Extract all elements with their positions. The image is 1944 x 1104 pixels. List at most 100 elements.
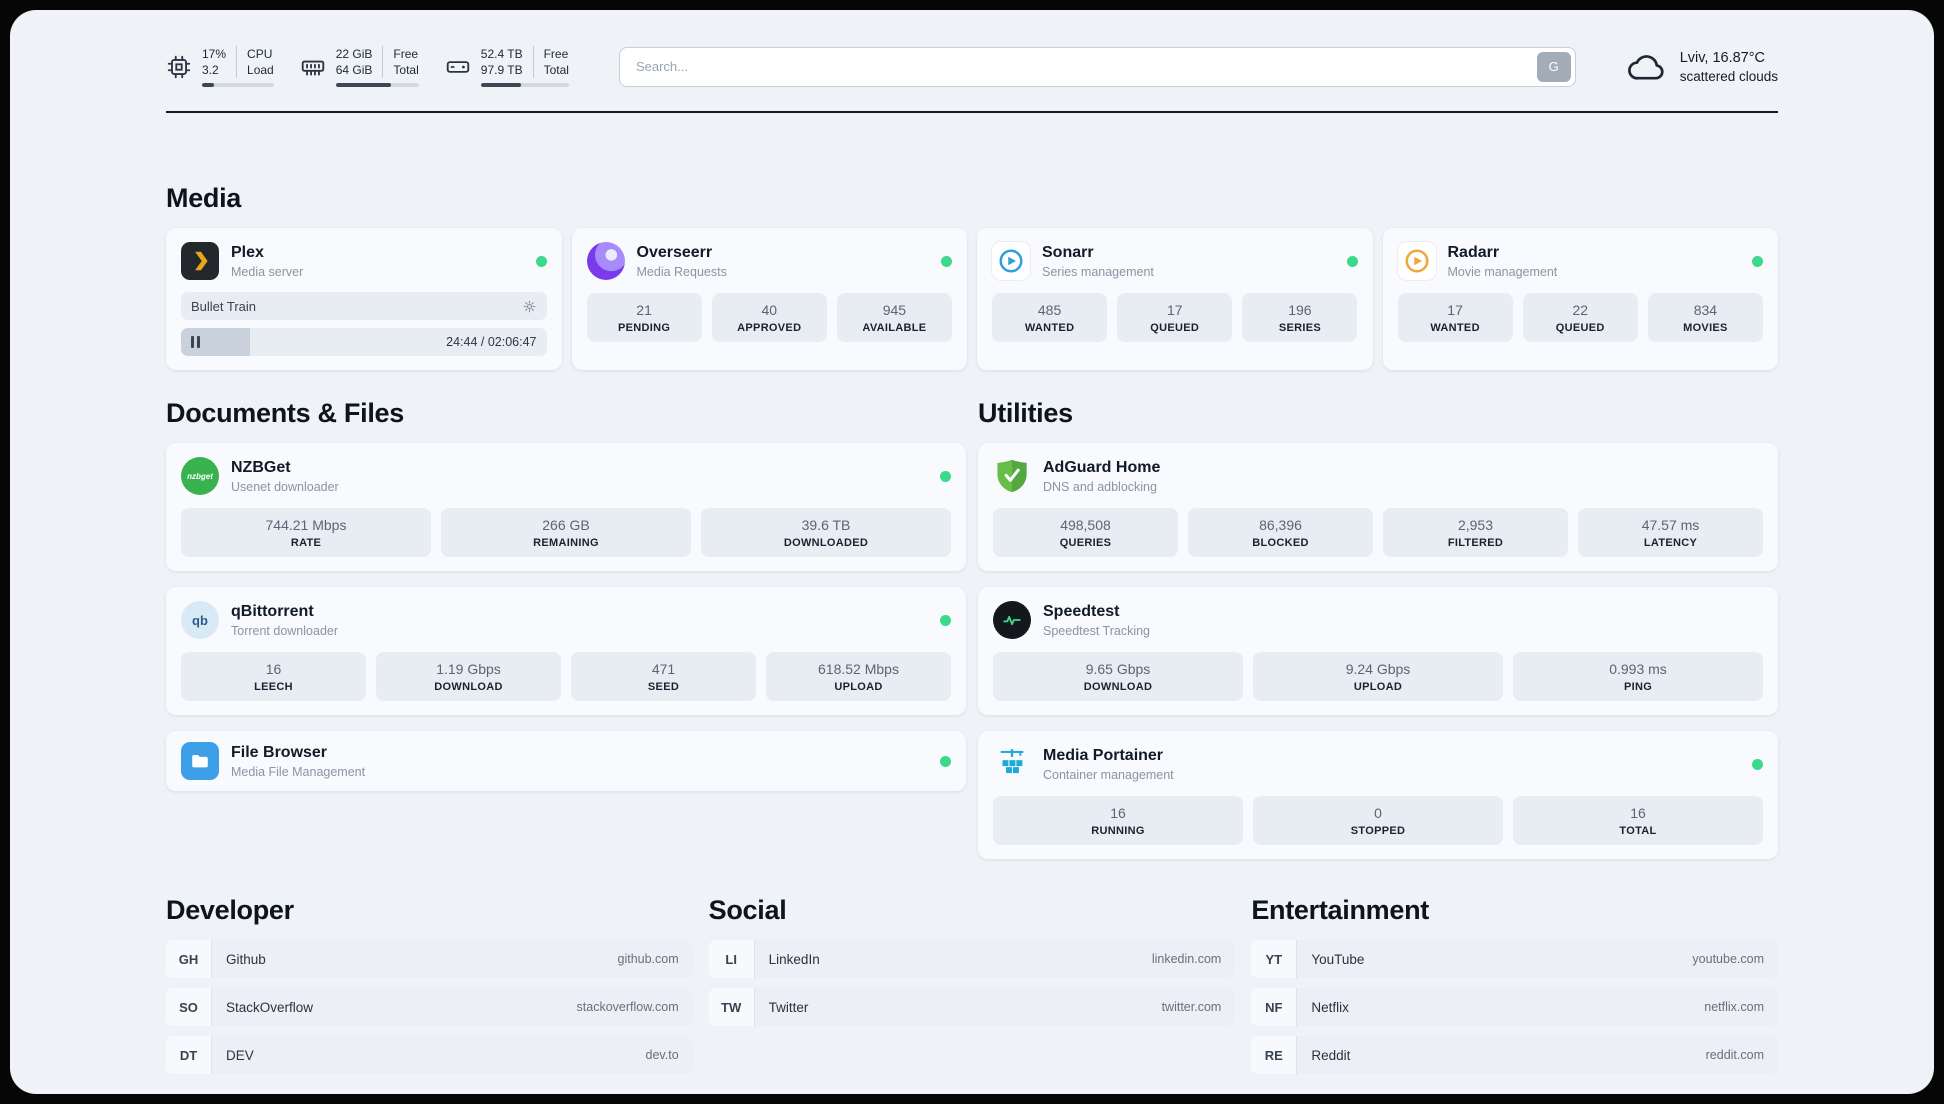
stat-tile: 47.57 ms LATENCY: [1578, 508, 1763, 557]
stat-label: AVAILABLE: [862, 322, 927, 334]
disk-total-label: Total: [543, 63, 569, 77]
pause-icon[interactable]: [191, 336, 200, 348]
stat-tile: 471 SEED: [571, 652, 756, 701]
radarr-icon: [1397, 242, 1436, 280]
stat-tile: 196 SERIES: [1242, 293, 1358, 342]
nzbget-stats: 744.21 Mbps RATE 266 GB REMAINING 39.6 TB DOW…: [181, 508, 951, 557]
bookmark-link[interactable]: GH Github github.com: [166, 940, 693, 978]
app-card-portainer[interactable]: Media Portainer Container management 16 R…: [978, 731, 1778, 859]
gear-icon[interactable]: [522, 299, 537, 314]
stat-value: 21: [636, 302, 652, 318]
stat-tile: 9.24 Gbps UPLOAD: [1253, 652, 1503, 701]
bookmark-link[interactable]: TW Twitter twitter.com: [708, 988, 1236, 1026]
stat-label: UPLOAD: [834, 681, 883, 693]
app-desc: Media server: [231, 264, 304, 279]
documents-column: Documents & Files nzbget NZBGet Usenet d…: [166, 398, 966, 859]
bookmark-link[interactable]: LI LinkedIn linkedin.com: [708, 940, 1236, 978]
cpu-percent: 17%: [202, 47, 227, 61]
bookmark-abbr: YT: [1251, 940, 1298, 978]
app-card-qbittorrent[interactable]: qb qBittorrent Torrent downloader 16 LEEC…: [166, 587, 966, 715]
stat-tile: 16 LEECH: [181, 652, 366, 701]
stat-tile: 618.52 Mbps UPLOAD: [766, 652, 951, 701]
status-dot: [940, 755, 951, 767]
topbar: 17% 3.2 CPU Load: [166, 10, 1778, 87]
bookmark-link[interactable]: SO StackOverflow stackoverflow.com: [166, 988, 693, 1026]
bookmark-url: dev.to: [645, 1048, 679, 1062]
app-name: File Browser: [231, 743, 328, 761]
stat-value: 618.52 Mbps: [818, 661, 899, 677]
bookmark-link[interactable]: NF Netflix netflix.com: [1251, 988, 1778, 1026]
app-card-radarr[interactable]: Radarr Movie management 17 WANTED 22 QUEUED…: [1382, 228, 1778, 370]
search-engine-button[interactable]: G: [1536, 51, 1571, 82]
stat-tile: 0 STOPPED: [1253, 796, 1503, 845]
bookmark-name: Github: [226, 951, 266, 967]
now-playing-row: Bullet Train: [181, 292, 547, 320]
app-name: NZBGet: [231, 458, 291, 476]
search-input[interactable]: [618, 46, 1576, 87]
cpu-chip-icon: [166, 54, 192, 80]
stat-tile: 22 QUEUED: [1522, 293, 1638, 342]
app-card-adguard[interactable]: AdGuard Home DNS and adblocking 498,508 Q…: [978, 443, 1778, 571]
disk-progress-fill: [480, 83, 522, 87]
app-card-speedtest[interactable]: Speedtest Speedtest Tracking 9.65 Gbps DO…: [978, 587, 1778, 715]
status-dot: [941, 255, 952, 267]
status-dot: [940, 614, 951, 626]
disk-metric: 52.4 TB 97.9 TB Free Total: [445, 46, 569, 87]
qbittorrent-stats: 16 LEECH 1.19 Gbps DOWNLOAD 471 SEED 618.52 Mb…: [181, 652, 951, 701]
app-desc: Usenet downloader: [231, 479, 339, 494]
player-seekbar[interactable]: 24:44 / 02:06:47: [181, 328, 547, 356]
section-title-utilities: Utilities: [978, 398, 1073, 428]
bookmark-abbr: TW: [708, 988, 755, 1026]
cloud-icon: [1626, 51, 1668, 83]
stat-value: 945: [882, 302, 907, 318]
stat-tile: 0.993 ms PING: [1513, 652, 1763, 701]
disk-free-label: Free: [543, 47, 569, 61]
stat-label: BLOCKED: [1252, 537, 1309, 549]
stat-value: 0.993 ms: [1609, 661, 1667, 677]
stat-tile: 485 WANTED: [992, 293, 1108, 342]
stat-tile: 39.6 TB DOWNLOADED: [701, 508, 951, 557]
stat-tile: 1.19 Gbps DOWNLOAD: [376, 652, 561, 701]
app-card-sonarr[interactable]: Sonarr Series management 485 WANTED 17 QUEU…: [977, 228, 1373, 370]
section-title-social: Social: [708, 895, 787, 925]
stat-value: 744.21 Mbps: [265, 517, 347, 533]
bookmark-abbr: LI: [708, 940, 755, 978]
stat-value: 16: [265, 661, 282, 677]
stat-label: DOWNLOAD: [434, 681, 503, 693]
app-desc: Torrent downloader: [231, 623, 339, 638]
app-card-filebrowser[interactable]: File Browser Media File Management: [166, 731, 966, 791]
disk-icon: [445, 54, 471, 80]
stat-value: 471: [651, 661, 676, 677]
media-card-grid: Plex Media server Bullet Train: [166, 228, 1778, 370]
ram-free-value: 22 GiB: [335, 47, 373, 61]
bookmark-url: linkedin.com: [1151, 952, 1222, 966]
section-title-entertainment: Entertainment: [1251, 895, 1429, 925]
utilities-column: Utilities AdGu: [978, 398, 1778, 859]
app-name: Speedtest: [1043, 602, 1120, 620]
nzbget-icon: nzbget: [181, 457, 219, 495]
stat-value: 485: [1037, 302, 1062, 318]
bookmark-abbr: DT: [166, 1036, 212, 1074]
section-title-documents: Documents & Files: [166, 398, 404, 428]
stat-tile: 17 WANTED: [1397, 293, 1513, 342]
status-dot: [1752, 758, 1763, 770]
app-card-plex[interactable]: Plex Media server Bullet Train: [166, 228, 562, 370]
app-card-nzbget[interactable]: nzbget NZBGet Usenet downloader 744.21 M…: [166, 443, 966, 571]
ram-total-label: Total: [393, 63, 419, 77]
stat-label: QUERIES: [1059, 537, 1112, 549]
stat-tile: 834 MOVIES: [1647, 293, 1763, 342]
developer-links-column: Developer GH Github github.com SO StackOverf…: [166, 895, 693, 1084]
overseerr-icon: [586, 242, 625, 280]
bookmark-link[interactable]: DT DEV dev.to: [166, 1036, 693, 1074]
stat-label: PING: [1623, 681, 1653, 693]
bookmark-link[interactable]: RE Reddit reddit.com: [1251, 1036, 1778, 1074]
bookmark-abbr: SO: [166, 988, 212, 1026]
stat-value: 9.65 Gbps: [1085, 661, 1151, 677]
ram-total-value: 64 GiB: [335, 63, 373, 77]
app-card-overseerr[interactable]: Overseerr Media Requests 21 PENDING 40 APPR…: [571, 228, 967, 370]
app-name: Overseerr: [636, 243, 713, 261]
developer-links: GH Github github.com SO StackOverflow stackov…: [166, 940, 693, 1074]
bookmark-link[interactable]: YT YouTube youtube.com: [1251, 940, 1778, 978]
disk-progressbar: [480, 83, 569, 87]
stat-value: 834: [1693, 302, 1718, 318]
